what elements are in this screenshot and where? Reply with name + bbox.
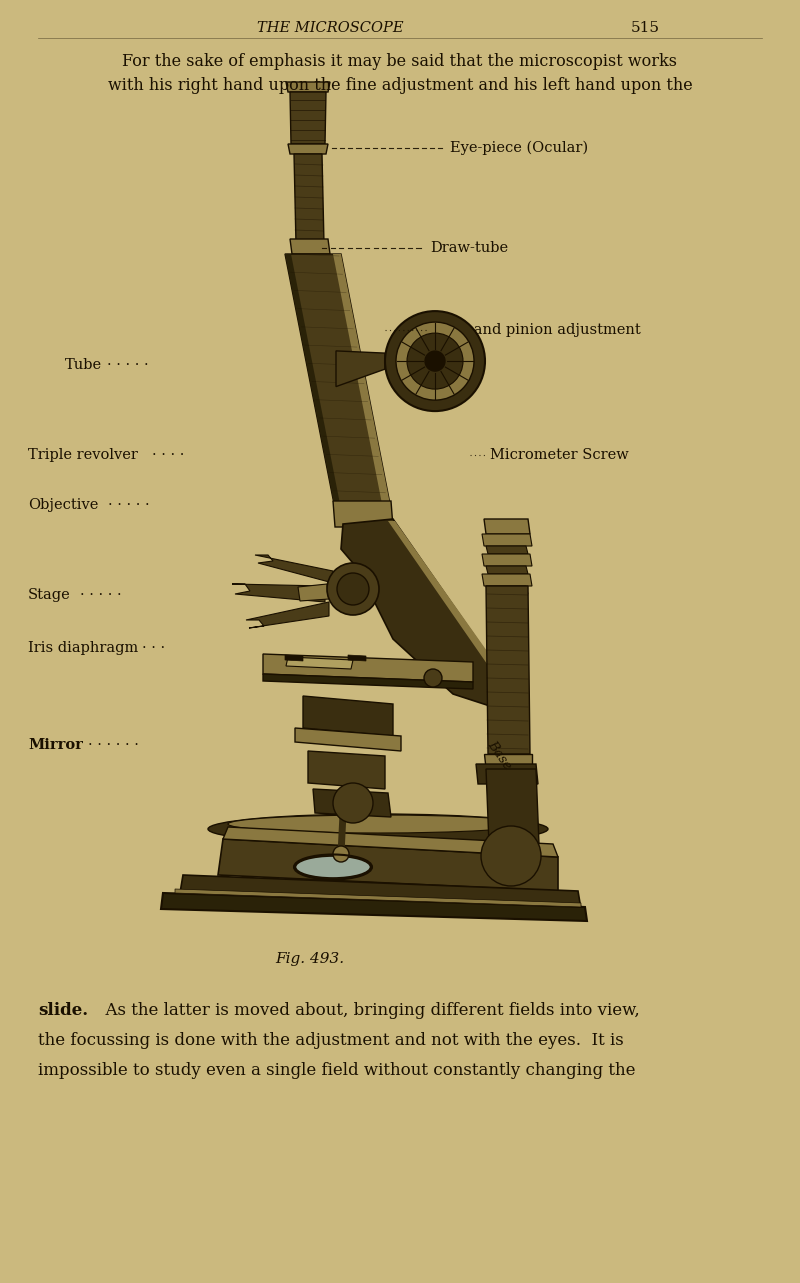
Circle shape — [481, 826, 541, 887]
Ellipse shape — [228, 815, 528, 833]
Polygon shape — [223, 828, 558, 857]
Text: 515: 515 — [630, 21, 659, 35]
Polygon shape — [476, 763, 538, 784]
Circle shape — [337, 574, 369, 606]
Polygon shape — [255, 556, 333, 582]
Text: impossible to study even a single field without constantly changing the: impossible to study even a single field … — [38, 1062, 635, 1079]
Polygon shape — [336, 350, 385, 386]
Polygon shape — [161, 893, 587, 921]
Text: As the latter is moved about, bringing different fields into view,: As the latter is moved about, bringing d… — [95, 1002, 640, 1019]
Polygon shape — [484, 520, 530, 534]
Text: Fig. 493.: Fig. 493. — [275, 952, 345, 966]
Polygon shape — [286, 657, 353, 668]
Polygon shape — [486, 586, 528, 594]
Text: Micrometer Screw: Micrometer Screw — [490, 448, 629, 462]
Text: slide.: slide. — [38, 1002, 88, 1019]
Polygon shape — [218, 839, 558, 890]
Polygon shape — [180, 875, 581, 908]
Text: . . .: . . . — [142, 636, 165, 650]
Polygon shape — [295, 727, 401, 751]
Polygon shape — [285, 254, 341, 509]
Polygon shape — [486, 586, 530, 754]
Polygon shape — [290, 239, 330, 254]
Polygon shape — [232, 584, 325, 602]
Polygon shape — [303, 695, 393, 736]
Text: the focussing is done with the adjustment and not with the eyes.  It is: the focussing is done with the adjustmen… — [38, 1032, 624, 1049]
Circle shape — [385, 310, 485, 411]
Text: Draw-tube: Draw-tube — [430, 241, 508, 255]
Text: with his right hand upon the fine adjustment and his left hand upon the: with his right hand upon the fine adjust… — [108, 77, 692, 94]
Circle shape — [333, 783, 373, 822]
Polygon shape — [341, 520, 508, 707]
Text: Iris diaphragm: Iris diaphragm — [28, 642, 138, 656]
Text: . . . . .: . . . . . — [108, 494, 150, 508]
Text: Objective: Objective — [28, 498, 98, 512]
Circle shape — [425, 352, 445, 371]
Text: For the sake of emphasis it may be said that the microscopist works: For the sake of emphasis it may be said … — [122, 54, 678, 71]
Polygon shape — [486, 566, 528, 574]
Polygon shape — [290, 92, 326, 144]
Circle shape — [424, 668, 442, 686]
Ellipse shape — [208, 813, 548, 844]
Polygon shape — [486, 547, 528, 554]
Polygon shape — [333, 500, 393, 527]
Text: THE MICROSCOPE: THE MICROSCOPE — [257, 21, 403, 35]
Polygon shape — [482, 574, 532, 586]
Polygon shape — [298, 584, 329, 600]
Polygon shape — [484, 754, 532, 772]
Polygon shape — [285, 656, 303, 661]
Circle shape — [396, 322, 474, 400]
Polygon shape — [263, 654, 473, 683]
Text: Base: Base — [485, 738, 514, 772]
Text: . . . . .: . . . . . — [80, 584, 122, 598]
Polygon shape — [486, 769, 539, 844]
Polygon shape — [333, 254, 391, 509]
Text: Mirror: Mirror — [28, 738, 83, 752]
Polygon shape — [286, 82, 330, 92]
Text: Rack and pinion adjustment: Rack and pinion adjustment — [432, 323, 641, 337]
Polygon shape — [348, 656, 366, 661]
Text: Tube: Tube — [65, 358, 102, 372]
Circle shape — [407, 334, 463, 389]
Ellipse shape — [295, 856, 370, 878]
Polygon shape — [482, 534, 532, 547]
Polygon shape — [308, 751, 385, 789]
Text: . . . . . .: . . . . . . — [88, 734, 139, 748]
Text: Triple revolver: Triple revolver — [28, 448, 138, 462]
Polygon shape — [175, 889, 581, 907]
Polygon shape — [482, 554, 532, 566]
Polygon shape — [285, 254, 391, 509]
Text: . . . .: . . . . — [152, 444, 184, 458]
Text: Eye-piece (Ocular): Eye-piece (Ocular) — [450, 141, 588, 155]
Polygon shape — [294, 154, 324, 244]
Polygon shape — [246, 602, 329, 627]
Polygon shape — [388, 521, 511, 686]
Circle shape — [327, 563, 379, 615]
Polygon shape — [288, 144, 328, 154]
Text: Stage: Stage — [28, 588, 70, 602]
Polygon shape — [313, 789, 391, 817]
Circle shape — [333, 845, 349, 862]
Text: . . . . .: . . . . . — [107, 354, 149, 368]
Polygon shape — [263, 674, 473, 689]
